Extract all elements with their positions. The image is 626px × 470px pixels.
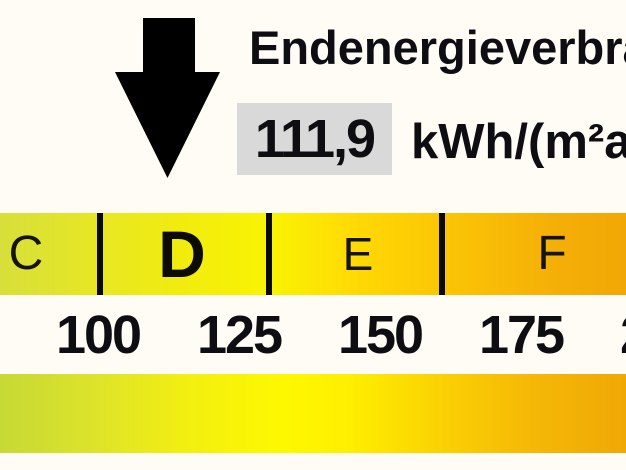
class-label-f: F [537, 227, 567, 280]
axis-tick-200: 200 [620, 308, 626, 362]
efficiency-class-band: C D E F [0, 213, 626, 295]
axis-tick-150: 150 [337, 305, 424, 365]
value-box: 111,9 [237, 103, 392, 175]
axis-tick-100: 100 [55, 305, 142, 365]
gradient-color-bar [0, 374, 626, 453]
class-label-c: C [8, 227, 44, 280]
chart-title: Endenergieverbrauch [249, 21, 626, 74]
value-marker-arrow [115, 18, 220, 178]
class-divider-e-f [439, 213, 445, 295]
class-divider-d-e [266, 213, 272, 295]
value-text: 111,9 [254, 109, 376, 169]
axis-tick-125: 125 [196, 305, 283, 365]
unit-label: kWh/(m²a) [411, 115, 626, 169]
class-divider-c-d [97, 213, 103, 295]
class-label-d-current: D [158, 217, 206, 291]
axis-tick-175: 175 [478, 305, 565, 365]
axis-tick-row: 100 125 150 175 200 [0, 308, 626, 362]
class-label-e: E [342, 228, 374, 280]
